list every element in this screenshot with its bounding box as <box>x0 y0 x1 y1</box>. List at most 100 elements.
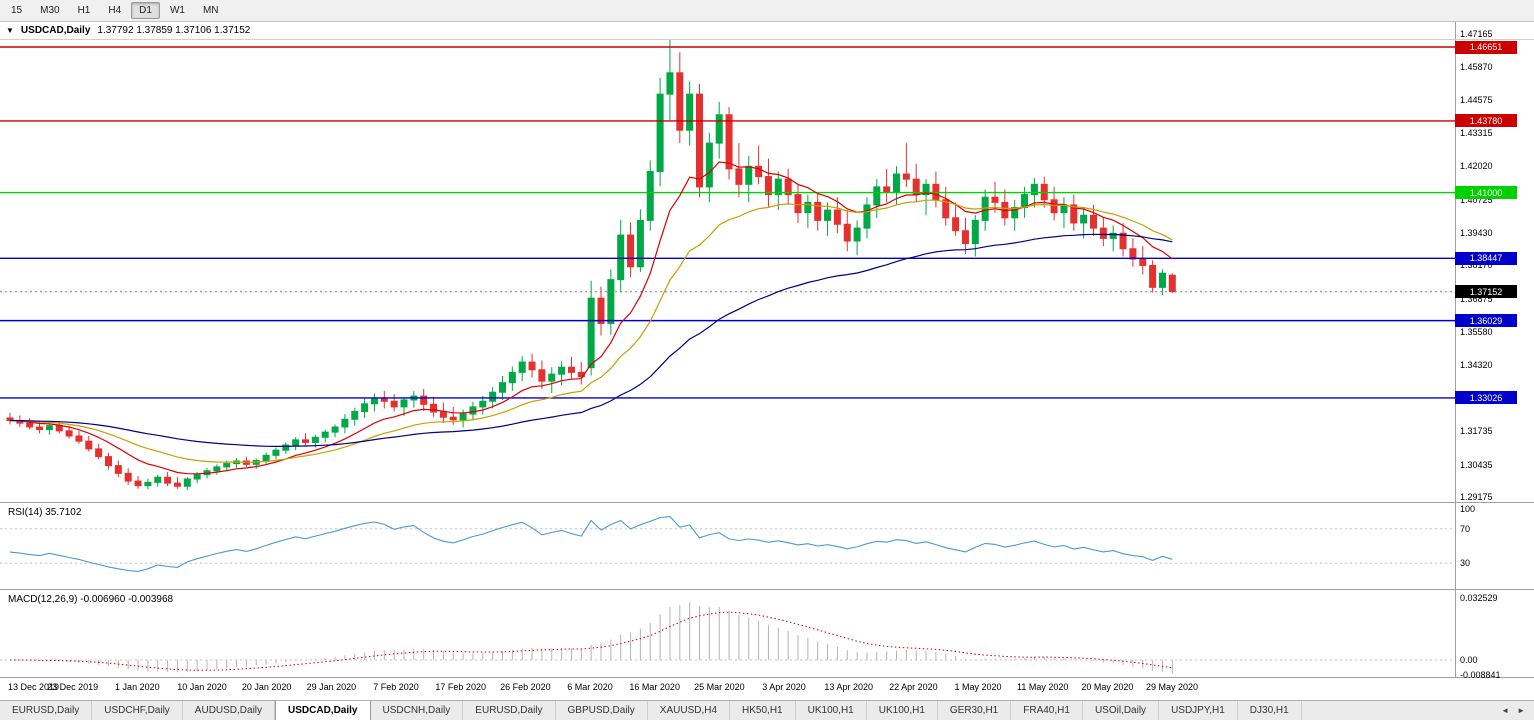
candle-body <box>607 279 615 324</box>
candle-body <box>814 201 822 221</box>
tab-scroll-left-icon[interactable]: ◄ <box>1501 706 1510 715</box>
candle-body <box>902 173 910 180</box>
candle-body <box>65 430 73 437</box>
candle-body <box>1158 272 1166 288</box>
chart-tab-xauusd-h4[interactable]: XAUUSD,H4 <box>648 701 731 720</box>
candle-body <box>853 227 861 242</box>
timeframe-button-h4[interactable]: H4 <box>108 5 122 16</box>
chart-tab-usdjpy-h1[interactable]: USDJPY,H1 <box>1159 701 1238 720</box>
candle-body <box>449 416 457 421</box>
candle-body <box>420 395 428 405</box>
candle-body <box>873 186 881 206</box>
candle-body <box>144 481 152 487</box>
price-chart-canvas[interactable] <box>0 22 1534 700</box>
candle-body <box>725 114 733 170</box>
chart-symbol-label: USDCAD,Daily <box>20 25 91 36</box>
chart-tab-uk100-h1[interactable]: UK100,H1 <box>867 701 938 720</box>
timeframe-button-w1[interactable]: W1 <box>169 5 185 16</box>
chart-dropdown-icon[interactable]: ▼ <box>6 25 14 35</box>
candle-body <box>380 398 388 402</box>
candle-body <box>390 400 398 408</box>
chart-tab-usdchf-daily[interactable]: USDCHF,Daily <box>92 701 183 720</box>
candle-body <box>745 165 753 185</box>
chart-tab-dj30-h1[interactable]: DJ30,H1 <box>1238 701 1302 720</box>
chart-tab-hk50-h1[interactable]: HK50,H1 <box>730 701 796 720</box>
candle-body <box>705 142 713 188</box>
candle-body <box>26 422 34 428</box>
candle-body <box>341 418 349 428</box>
candle-body <box>942 199 950 219</box>
candle-body <box>45 425 53 431</box>
moving-average-line <box>9 199 1173 463</box>
candle-body <box>636 219 644 268</box>
candle-body <box>794 194 802 214</box>
candle-body <box>302 439 309 443</box>
candle-body <box>370 398 378 405</box>
candle-body <box>1011 207 1019 219</box>
candle-body <box>696 93 703 188</box>
candle-body <box>75 435 83 442</box>
candle-body <box>587 297 595 369</box>
candle-body <box>883 186 891 193</box>
chart-tab-eurusd-daily[interactable]: EURUSD,Daily <box>463 701 556 720</box>
candle-body <box>824 209 832 221</box>
timeframe-button-m30[interactable]: M30 <box>40 5 60 16</box>
candle-body <box>114 465 122 474</box>
candle-body <box>1090 214 1097 229</box>
candle-body <box>863 204 871 229</box>
candle-body <box>173 482 181 487</box>
chart-ohlc-values: 1.37792 1.37859 1.37106 1.37152 <box>97 25 251 36</box>
candle-body <box>686 93 694 131</box>
candle-body <box>1119 232 1127 250</box>
candle-body <box>597 297 605 324</box>
chart-tab-fra40-h1[interactable]: FRA40,H1 <box>1011 701 1083 720</box>
candle-body <box>548 373 556 382</box>
candle-body <box>666 72 674 95</box>
candle-body <box>193 474 201 480</box>
moving-average-line <box>9 161 1173 475</box>
candle-body <box>538 369 546 382</box>
candle-body <box>971 219 979 245</box>
candle-body <box>1109 232 1117 239</box>
timeframe-button-mn[interactable]: MN <box>202 5 219 16</box>
candle-body <box>134 480 142 487</box>
tab-scroll-right-icon[interactable]: ► <box>1517 706 1525 715</box>
chart-window: ▼ USDCAD,Daily 1.37792 1.37859 1.37106 1… <box>0 22 1534 700</box>
candle-body <box>617 234 625 281</box>
candle-body <box>991 196 999 203</box>
chart-tab-eurusd-daily[interactable]: EURUSD,Daily <box>0 701 93 720</box>
candle-body <box>646 170 654 221</box>
chart-tab-ger30-h1[interactable]: GER30,H1 <box>938 701 1012 720</box>
candle-body <box>479 400 487 408</box>
candle-body <box>430 403 438 413</box>
candle-body <box>95 448 103 458</box>
candle-body <box>804 201 812 214</box>
chart-tab-usdcnh-daily[interactable]: USDCNH,Daily <box>371 701 464 720</box>
candle-body <box>469 406 477 415</box>
timeframe-button-d1[interactable]: D1 <box>131 2 160 19</box>
candle-body <box>292 439 300 446</box>
candle-body <box>567 366 575 373</box>
candle-body <box>331 426 339 433</box>
candle-body <box>1099 227 1107 239</box>
timeframe-button-15[interactable]: 15 <box>11 5 23 16</box>
candle-body <box>676 72 684 131</box>
candle-body <box>361 403 369 413</box>
chart-tab-gbpusd-daily[interactable]: GBPUSD,Daily <box>556 701 648 720</box>
candle-body <box>784 178 792 196</box>
candle-body <box>508 371 516 384</box>
chart-title-strip: ▼ USDCAD,Daily 1.37792 1.37859 1.37106 1… <box>0 22 1534 40</box>
chart-tab-usdcad-daily[interactable]: USDCAD,Daily <box>275 701 371 720</box>
candle-body <box>715 114 723 144</box>
candle-body <box>459 413 467 421</box>
candle-body <box>558 366 566 375</box>
chart-tab-usoil-daily[interactable]: USOil,Daily <box>1083 701 1160 720</box>
candle-body <box>893 173 900 193</box>
chart-tab-audusd-daily[interactable]: AUDUSD,Daily <box>183 701 276 720</box>
candle-body <box>55 425 63 432</box>
macd-signal-line <box>10 611 1173 671</box>
candle-body <box>1139 258 1147 266</box>
timeframe-button-h1[interactable]: H1 <box>77 5 91 16</box>
candle-body <box>124 472 132 482</box>
chart-tab-uk100-h1[interactable]: UK100,H1 <box>796 701 867 720</box>
